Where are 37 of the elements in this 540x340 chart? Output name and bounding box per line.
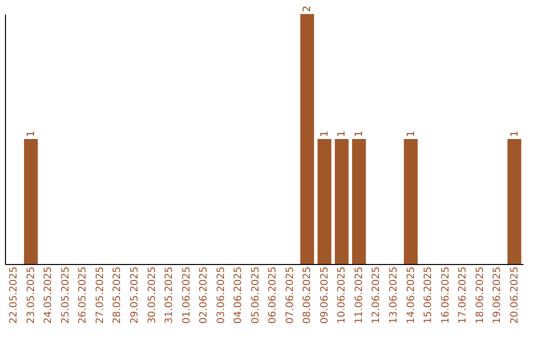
x-tick-label: 02.06.2025 xyxy=(198,266,210,324)
x-tick-label: 23.05.2025 xyxy=(26,266,37,324)
x-tick-label: 15.06.2025 xyxy=(423,266,434,324)
x-tick-label: 29.05.2025 xyxy=(130,266,140,324)
x-tick-label: 19.06.2025 xyxy=(492,266,504,324)
x-tick-label: 09.06.2025 xyxy=(319,266,330,324)
data-label: 1 xyxy=(319,130,330,137)
x-tick-label: 16.06.2025 xyxy=(440,266,452,324)
x-tick-label: 18.06.2025 xyxy=(474,266,486,324)
x-tick-label: 17.06.2025 xyxy=(458,266,469,324)
x-tick-label: 07.06.2025 xyxy=(284,266,296,324)
data-label: 1 xyxy=(509,130,520,137)
x-tick-label: 22.05.2025 xyxy=(8,266,20,324)
x-tick-label: 05.06.2025 xyxy=(250,266,262,324)
x-tick-label: 28.05.2025 xyxy=(112,266,124,324)
data-label: 1 xyxy=(406,130,417,137)
x-tick-label: 12.06.2025 xyxy=(371,266,382,324)
x-tick-label: 10.06.2025 xyxy=(336,266,348,324)
x-tick-label: 13.06.2025 xyxy=(388,266,400,324)
x-tick-label: 03.06.2025 xyxy=(216,266,227,324)
x-tick-label: 11.06.2025 xyxy=(354,266,365,324)
x-tick-label: 27.05.2025 xyxy=(94,266,106,324)
data-label: 1 xyxy=(354,130,365,137)
x-tick-label: 25.05.2025 xyxy=(60,266,72,324)
x-tick-label: 08.06.2025 xyxy=(302,266,314,324)
x-tick-label: 30.05.2025 xyxy=(146,266,158,324)
x-tick-label: 14.06.2025 xyxy=(406,266,417,324)
x-tick-label: 06.06.2025 xyxy=(268,266,279,324)
data-label: 2 xyxy=(302,6,314,12)
x-tick-label: 24.05.2025 xyxy=(43,266,54,324)
x-tick-label: 26.05.2025 xyxy=(78,266,89,324)
data-label: 1 xyxy=(26,130,37,137)
data-label: 1 xyxy=(336,130,348,137)
x-tick-label: 01.06.2025 xyxy=(181,266,192,324)
x-tick-label: 04.06.2025 xyxy=(233,266,244,324)
x-tick-label: 20.06.2025 xyxy=(509,266,520,324)
x-tick-label: 31.05.2025 xyxy=(164,266,176,324)
